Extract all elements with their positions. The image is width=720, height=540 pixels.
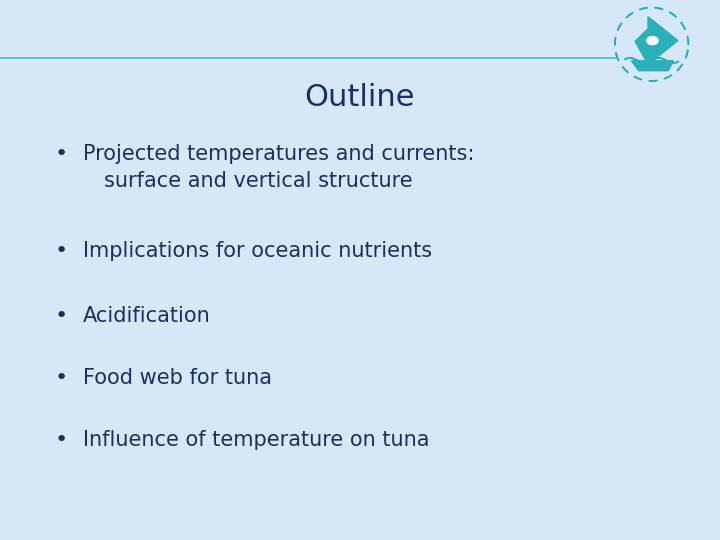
Polygon shape bbox=[648, 17, 678, 64]
Polygon shape bbox=[631, 61, 674, 71]
Text: Implications for oceanic nutrients: Implications for oceanic nutrients bbox=[83, 241, 432, 261]
Text: Projected temperatures and currents:: Projected temperatures and currents: bbox=[83, 144, 474, 164]
Text: surface and vertical structure: surface and vertical structure bbox=[104, 171, 413, 191]
Text: •: • bbox=[55, 430, 68, 450]
Text: •: • bbox=[55, 306, 68, 326]
Text: •: • bbox=[55, 144, 68, 164]
Circle shape bbox=[646, 36, 659, 45]
Polygon shape bbox=[635, 29, 648, 64]
Text: Influence of temperature on tuna: Influence of temperature on tuna bbox=[83, 430, 429, 450]
Text: Outline: Outline bbox=[305, 83, 415, 112]
Text: •: • bbox=[55, 241, 68, 261]
Text: Acidification: Acidification bbox=[83, 306, 210, 326]
Text: •: • bbox=[55, 368, 68, 388]
Text: Food web for tuna: Food web for tuna bbox=[83, 368, 272, 388]
